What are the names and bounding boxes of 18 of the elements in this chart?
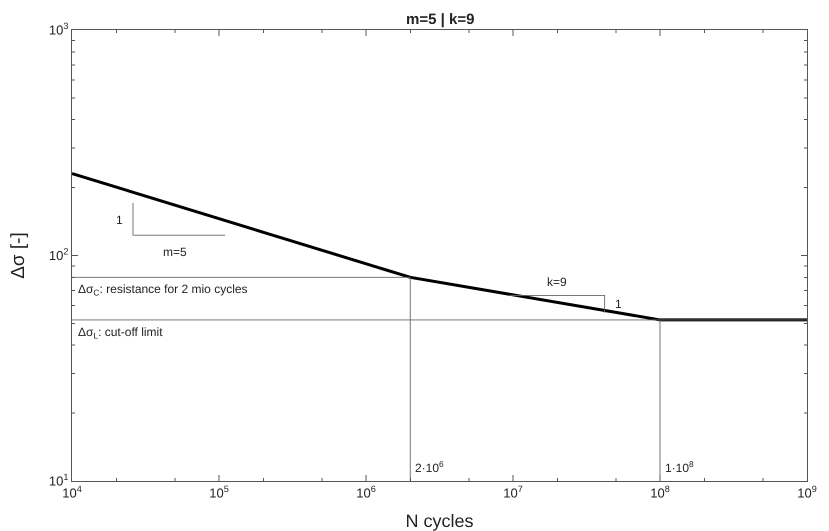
annotation: m=5 <box>163 245 188 259</box>
x-axis-title: N cycles <box>405 511 474 531</box>
annotation: 2·10$^{6}$ <box>415 459 444 476</box>
x-tick-label: 10$^{6}$ <box>356 484 376 501</box>
y-tick-label: 10$^{2}$ <box>48 246 68 264</box>
x-tick-label: 10$^{7}$ <box>503 484 523 501</box>
y-tick-label: 10$^{3}$ <box>48 21 68 38</box>
chart-title: m=5 | k=9 <box>406 11 474 28</box>
y-axis-title: Δσ [-] <box>8 232 29 279</box>
x-tick-label: 10$^{5}$ <box>209 484 229 501</box>
annotation: Δσ$_{L}$: cut-off limit <box>78 325 164 341</box>
annotation: Δσ$_{C}$: resistance for 2 mio cycles <box>78 282 248 298</box>
annotation: 1 <box>116 213 123 227</box>
annotation: 1·10$^{8}$ <box>665 459 694 476</box>
annotation: 1 <box>615 297 622 311</box>
x-tick-label: 10$^{8}$ <box>650 484 670 501</box>
annotation: k=9 <box>547 275 568 289</box>
x-tick-label: 10$^{9}$ <box>797 484 817 501</box>
